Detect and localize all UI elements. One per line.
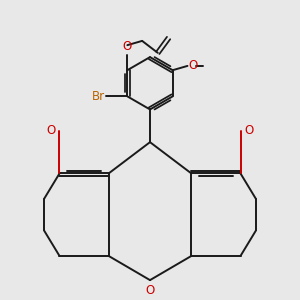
Text: Br: Br xyxy=(92,90,105,103)
Text: O: O xyxy=(47,124,56,137)
Text: O: O xyxy=(146,284,154,296)
Text: O: O xyxy=(188,59,197,72)
Text: O: O xyxy=(123,40,132,53)
Text: O: O xyxy=(244,124,253,137)
